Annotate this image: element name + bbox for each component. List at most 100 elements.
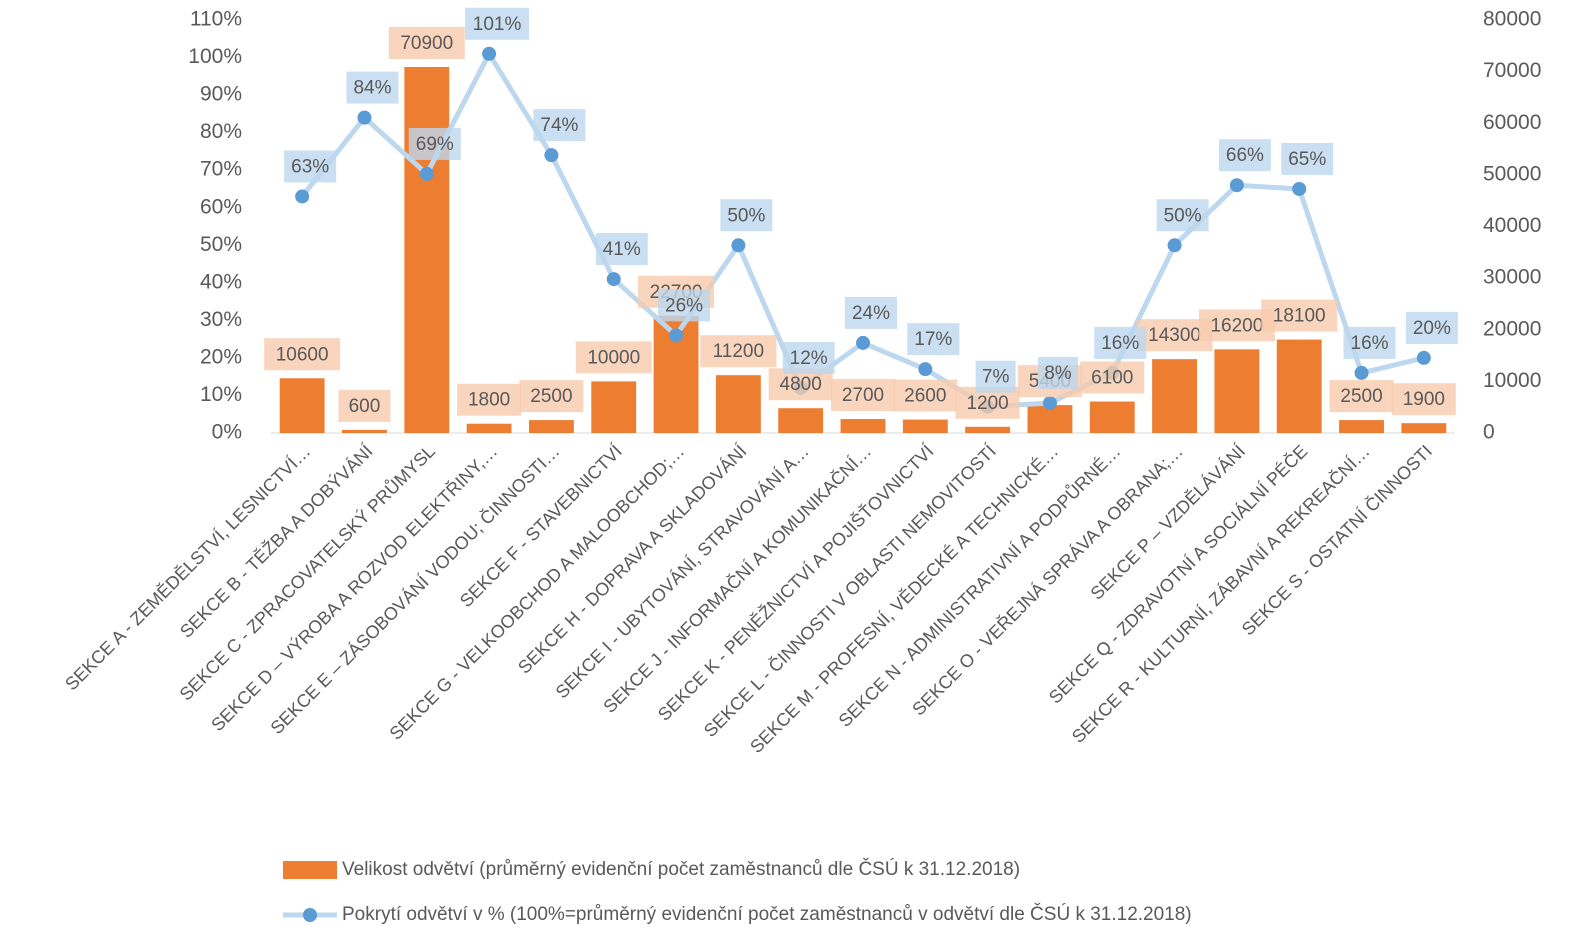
line-value-label: 7% bbox=[982, 367, 1010, 388]
bar-value-label: 10000 bbox=[587, 347, 640, 368]
line-value-label-bg bbox=[845, 296, 897, 329]
bar bbox=[965, 426, 1011, 433]
bar bbox=[840, 419, 886, 433]
line-value-label: 17% bbox=[914, 329, 952, 350]
bar-value-label: 18100 bbox=[1273, 306, 1326, 327]
bar-value-label-bg bbox=[893, 379, 958, 412]
line-value-label-bg bbox=[1094, 326, 1147, 359]
bar-value-label: 2600 bbox=[904, 386, 946, 407]
line-value-label-bg bbox=[907, 323, 960, 356]
x-tick-label: SEKCE D – VÝROBA A ROZVOD ELEKTŘINY,… bbox=[207, 441, 501, 735]
x-tick-label: SEKCE E – ZÁSOBOVÁNÍ VODOU; ČINNOSTI… bbox=[266, 440, 564, 738]
bar-value-label: 14300 bbox=[1148, 325, 1201, 346]
bar bbox=[591, 381, 637, 433]
y-tick-label: 20% bbox=[200, 345, 242, 368]
bar-value-label-bg bbox=[388, 26, 465, 59]
bar-value-label: 2700 bbox=[842, 385, 884, 406]
legend-marker bbox=[303, 908, 317, 922]
bar-value-label: 1200 bbox=[966, 393, 1008, 414]
line-marker bbox=[1167, 238, 1182, 253]
y2-tick-label: 30000 bbox=[1483, 266, 1541, 289]
x-tick-label: SEKCE R - KULTURNÍ, ZÁBAVNÍ A REKREAČNÍ… bbox=[1067, 440, 1373, 746]
line-value-label: 50% bbox=[727, 205, 765, 226]
line-marker bbox=[419, 166, 434, 181]
line-value-label: 101% bbox=[473, 14, 522, 35]
legend-label: Pokrytí odvětví v % (100%=průměrný evide… bbox=[342, 903, 1192, 925]
bar bbox=[466, 423, 512, 433]
line-value-label: 50% bbox=[1164, 205, 1202, 226]
line-marker bbox=[1042, 395, 1057, 410]
line-value-label-bg bbox=[1218, 139, 1271, 172]
bar-value-label: 11200 bbox=[713, 341, 764, 362]
x-tick-label: SEKCE N - ADMINISTRATIVNÍ A PODPŮRNÉ… bbox=[834, 440, 1124, 730]
bar-value-label-bg bbox=[575, 341, 652, 374]
bar-value-label-bg bbox=[1080, 361, 1145, 394]
bar-value-label-bg bbox=[831, 379, 895, 412]
line-value-label-bg bbox=[1156, 199, 1209, 232]
line-value-label: 26% bbox=[665, 295, 703, 316]
line-marker bbox=[1292, 181, 1307, 196]
bar-value-label: 70900 bbox=[400, 33, 453, 54]
line-value-label: 16% bbox=[1101, 333, 1139, 354]
x-tick-label: SEKCE G - VELKOOBCHOD A MALOOBCHOD;… bbox=[386, 441, 689, 744]
line-marker bbox=[1229, 178, 1244, 193]
bar bbox=[1089, 401, 1135, 433]
y-tick-label: 90% bbox=[200, 83, 242, 106]
bar-value-label: 10600 bbox=[276, 344, 329, 365]
bar-value-label: 16200 bbox=[1210, 315, 1263, 336]
bar bbox=[1214, 349, 1260, 433]
bar bbox=[528, 420, 574, 433]
bar bbox=[1276, 339, 1322, 433]
line-value-label-bg bbox=[975, 360, 1016, 393]
bar-value-label-bg bbox=[700, 335, 777, 368]
line-value-label-bg bbox=[720, 199, 773, 232]
bar-value-label-bg bbox=[457, 383, 522, 416]
bar bbox=[404, 66, 450, 433]
bar bbox=[342, 429, 387, 433]
bar bbox=[1401, 423, 1447, 433]
line-value-label: 12% bbox=[790, 348, 828, 369]
line-value-label-bg bbox=[1037, 356, 1078, 389]
line-marker bbox=[731, 238, 746, 253]
y2-tick-label: 50000 bbox=[1483, 162, 1541, 185]
y2-tick-label: 60000 bbox=[1483, 111, 1541, 134]
line-value-label: 20% bbox=[1413, 318, 1451, 339]
y-tick-label: 10% bbox=[200, 383, 242, 406]
line-marker bbox=[357, 110, 372, 125]
y-tick-label: 50% bbox=[200, 233, 242, 256]
line-marker bbox=[606, 272, 621, 287]
line-value-label-bg bbox=[1281, 142, 1334, 175]
bar-value-label: 2500 bbox=[530, 386, 572, 407]
y-tick-label: 60% bbox=[200, 195, 242, 218]
line-value-label: 66% bbox=[1226, 145, 1264, 166]
line-marker bbox=[544, 148, 559, 163]
y2-tick-label: 40000 bbox=[1483, 214, 1541, 237]
line-value-label: 16% bbox=[1351, 333, 1389, 354]
y-tick-label: 40% bbox=[200, 270, 242, 293]
bar bbox=[1152, 359, 1198, 433]
line-marker bbox=[295, 189, 310, 204]
bar-value-label: 2500 bbox=[1340, 386, 1382, 407]
bar bbox=[902, 419, 948, 433]
bar-value-label: 1800 bbox=[468, 390, 510, 411]
y2-tick-label: 20000 bbox=[1483, 317, 1541, 340]
line-value-label: 69% bbox=[416, 134, 454, 155]
line-value-label: 84% bbox=[353, 78, 391, 99]
bar-value-label: 600 bbox=[349, 396, 381, 417]
line-value-label-bg bbox=[782, 341, 835, 374]
bar bbox=[778, 408, 824, 433]
bar-value-label-bg bbox=[264, 338, 341, 371]
y-tick-label: 110% bbox=[190, 8, 242, 31]
line-marker bbox=[1354, 365, 1369, 380]
bar-value-label-bg bbox=[519, 380, 584, 413]
line-marker bbox=[482, 46, 497, 61]
y-tick-label: 80% bbox=[200, 120, 242, 143]
line-value-label: 65% bbox=[1288, 149, 1326, 170]
bar-value-label-bg bbox=[1329, 380, 1394, 413]
y2-tick-label: 0 bbox=[1483, 421, 1495, 444]
y-tick-label: 0% bbox=[212, 421, 242, 444]
bar-value-label-bg bbox=[1391, 383, 1456, 416]
bar-value-label: 4800 bbox=[780, 374, 822, 395]
line-value-label: 63% bbox=[291, 156, 329, 177]
